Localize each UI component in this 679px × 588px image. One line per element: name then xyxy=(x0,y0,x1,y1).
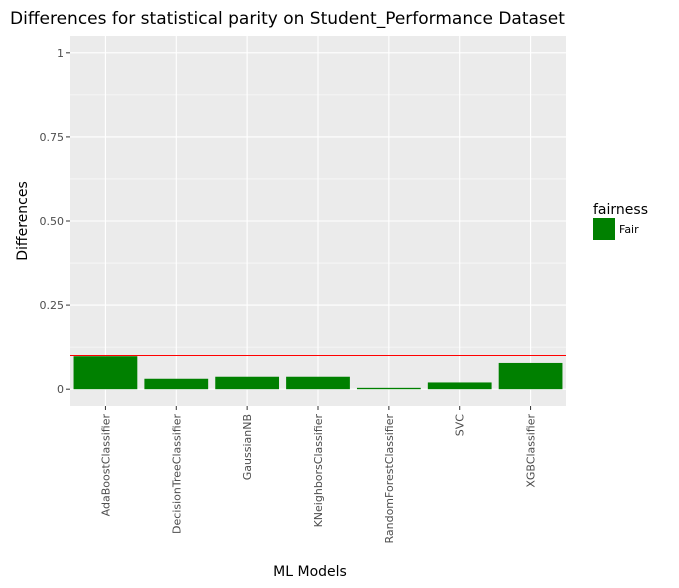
legend-key-fair xyxy=(593,218,615,240)
y-tick-label: 0.50 xyxy=(40,215,65,228)
bar-KNeighborsClassifier xyxy=(286,376,350,390)
x-tick-label: SVC xyxy=(454,414,467,437)
y-tick-label: 0.25 xyxy=(40,299,65,312)
bar-RandomForestClassifier xyxy=(356,387,421,390)
bar-AdaBoostClassifier xyxy=(73,356,138,390)
y-tick-label: 0.75 xyxy=(40,131,65,144)
x-axis: AdaBoostClassifier DecisionTreeClassifier… xyxy=(99,406,538,544)
y-tick-label: 0 xyxy=(57,383,64,396)
x-tick-label: RandomForestClassifier xyxy=(383,414,396,544)
legend-label-fair: Fair xyxy=(619,223,639,236)
x-tick-label: KNeighborsClassifier xyxy=(312,414,325,528)
y-axis: 0 0.25 0.50 0.75 1 xyxy=(40,47,70,396)
x-tick-label: XGBClassifier xyxy=(525,414,538,488)
y-axis-title: Differences xyxy=(15,181,31,260)
grid-lines xyxy=(70,36,566,406)
chart-title: Differences for statistical parity on St… xyxy=(10,9,565,29)
legend-title: fairness xyxy=(593,202,648,218)
y-tick-label: 1 xyxy=(57,47,64,60)
bar-GaussianNB xyxy=(215,376,280,390)
legend: fairness Fair xyxy=(593,202,648,240)
x-tick-label: DecisionTreeClassifier xyxy=(170,414,183,534)
bars xyxy=(73,356,563,390)
bar-XGBClassifier xyxy=(498,362,563,390)
x-axis-title: ML Models xyxy=(273,564,347,580)
x-tick-label: AdaBoostClassifier xyxy=(99,414,112,517)
bar-DecisionTreeClassifier xyxy=(144,378,209,390)
x-tick-label: GaussianNB xyxy=(241,414,254,480)
bar-SVC xyxy=(427,382,492,390)
